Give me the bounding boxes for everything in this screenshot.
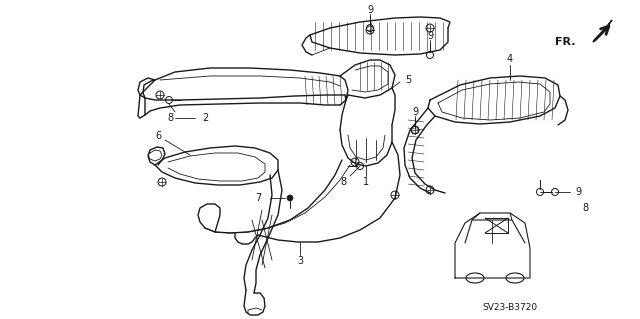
Text: 3: 3 — [297, 256, 303, 266]
Text: 9: 9 — [575, 187, 581, 197]
Text: 9: 9 — [412, 107, 418, 117]
Text: FR.: FR. — [554, 37, 575, 47]
Text: SV23-B3720: SV23-B3720 — [483, 303, 538, 313]
Text: 8: 8 — [167, 113, 173, 123]
Text: 2: 2 — [202, 113, 208, 123]
Text: 9: 9 — [367, 5, 373, 15]
Text: 4: 4 — [507, 54, 513, 64]
Circle shape — [287, 195, 293, 201]
Polygon shape — [593, 20, 612, 42]
Text: 6: 6 — [155, 131, 161, 141]
Text: 8: 8 — [340, 177, 346, 187]
Text: 7: 7 — [255, 193, 261, 203]
Text: 9: 9 — [427, 31, 433, 41]
Text: 1: 1 — [363, 177, 369, 187]
Text: 8: 8 — [582, 203, 588, 213]
Text: 5: 5 — [405, 75, 411, 85]
